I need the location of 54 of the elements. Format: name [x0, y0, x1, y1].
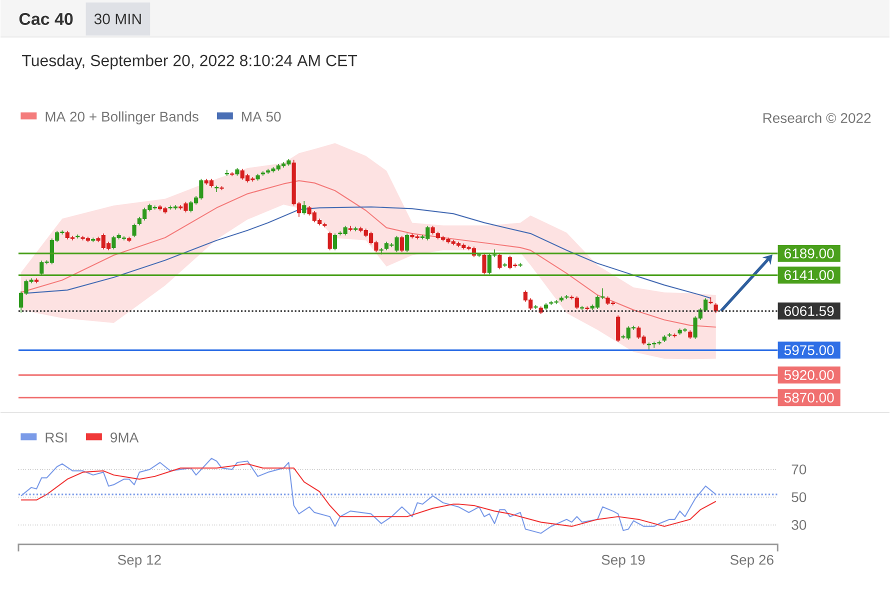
ref-line-label: 5975.00 — [784, 345, 834, 355]
ref-line-label: 6141.00 — [784, 270, 834, 280]
candlestick — [498, 252, 502, 270]
x-tick-label: Sep 19 — [602, 554, 645, 568]
candlestick — [400, 235, 404, 252]
ref-line-label: 5870.00 — [784, 392, 834, 402]
candlestick — [574, 296, 579, 310]
candlestick — [580, 305, 584, 310]
y-tick-label: 50 — [792, 492, 806, 502]
candlestick — [564, 294, 569, 300]
candlestick — [348, 225, 352, 232]
candlestick — [585, 306, 590, 311]
x-tick-label: Sep 26 — [730, 554, 774, 568]
candlestick — [302, 200, 306, 215]
candlestick — [662, 334, 666, 342]
candlestick — [688, 330, 692, 340]
legend-label: MA 20 + Bollinger Bands — [46, 111, 198, 124]
legend-label: RSI — [46, 432, 67, 442]
legend-label: 9MA — [110, 432, 139, 442]
candlestick — [132, 223, 136, 238]
candlestick — [127, 236, 132, 242]
candlestick — [260, 170, 266, 176]
candlestick — [91, 237, 96, 242]
chart-title: Cac 40 — [19, 12, 73, 25]
candlestick — [544, 302, 548, 310]
candlestick — [714, 302, 718, 314]
candlestick — [354, 226, 358, 232]
candlestick — [235, 167, 240, 176]
ref-line-label: 6189.00 — [784, 248, 834, 258]
candlestick — [224, 169, 229, 176]
candlestick — [559, 296, 564, 302]
y-tick-label: 70 — [792, 464, 806, 474]
candlestick — [332, 233, 338, 251]
candlestick — [328, 231, 332, 251]
candlestick — [256, 173, 260, 181]
candlestick — [214, 185, 219, 192]
y-tick-label: 30 — [792, 520, 806, 530]
candlestick — [646, 342, 652, 350]
text: 30 MIN — [94, 14, 141, 24]
text: Research © 2022 — [763, 112, 871, 123]
candlestick — [430, 225, 435, 235]
text: Tuesday, September 20, 2022 8:10:24 AM CET — [22, 54, 358, 70]
candlestick — [230, 172, 234, 176]
ref-line-label: 5920.00 — [784, 370, 834, 380]
candlestick — [616, 314, 620, 342]
candlestick — [482, 252, 486, 274]
candlestick — [220, 186, 224, 190]
ref-line-label: 6061.59 — [784, 306, 834, 316]
candlestick — [405, 233, 410, 252]
x-tick-label: Sep 12 — [118, 554, 161, 568]
candlestick — [34, 278, 39, 284]
candlestick — [322, 222, 327, 228]
candlestick — [668, 332, 672, 338]
legend-label: MA 50 — [242, 112, 281, 122]
